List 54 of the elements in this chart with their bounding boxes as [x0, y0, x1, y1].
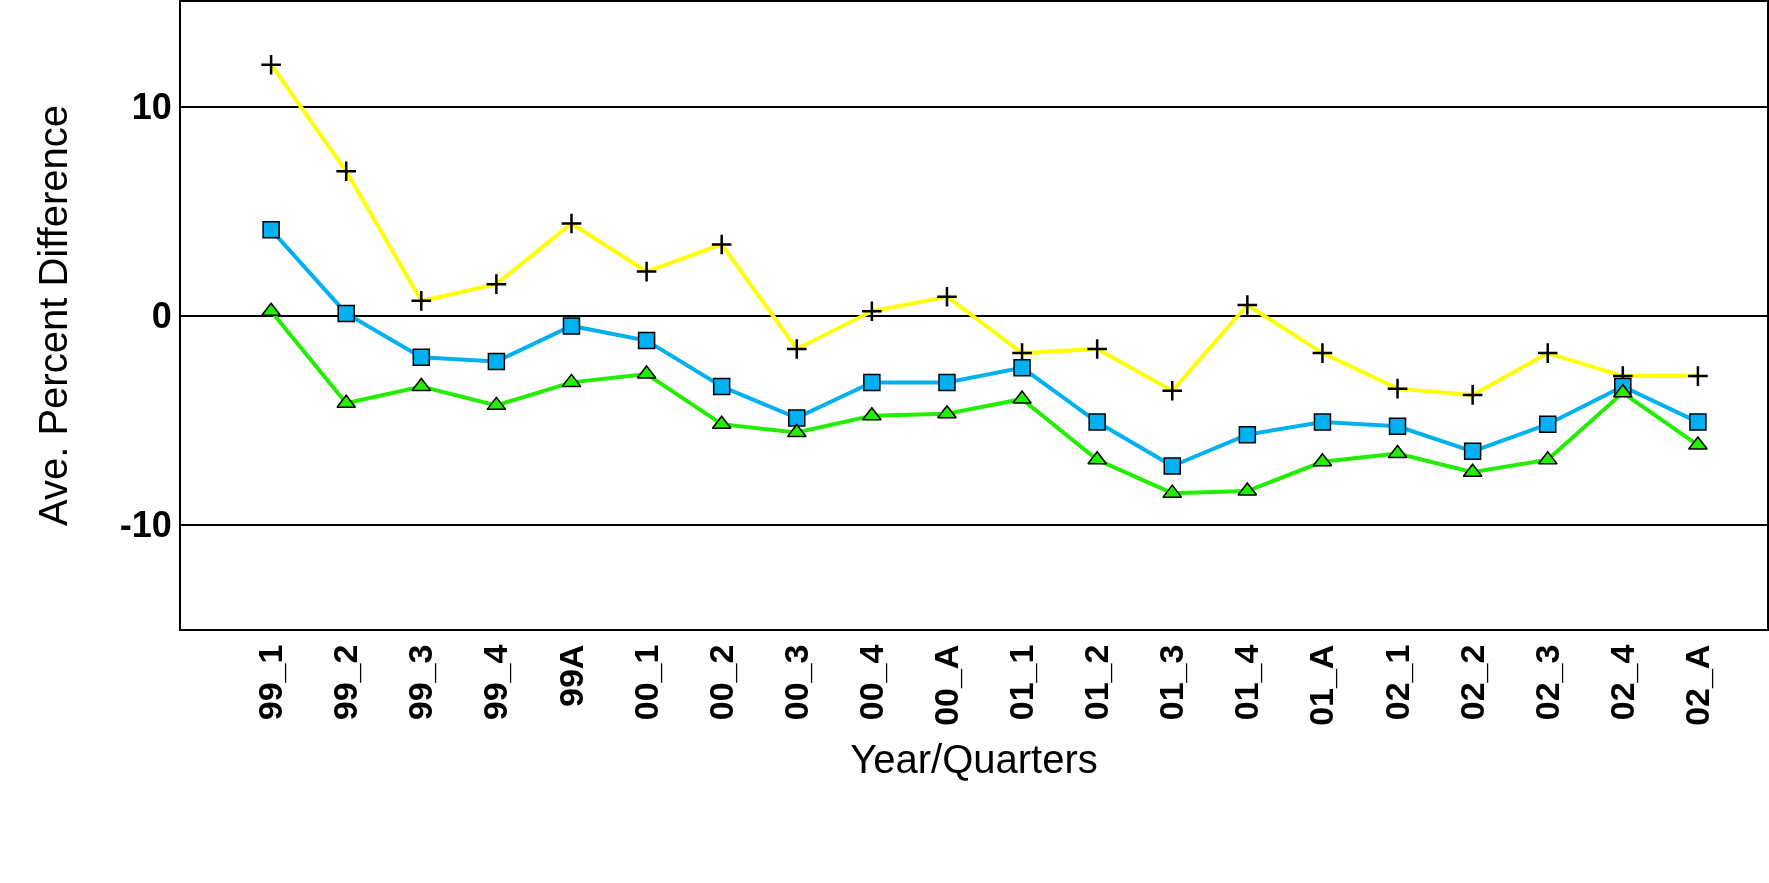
point [1387, 444, 1408, 459]
point [562, 317, 581, 335]
x-tick-label: 01_3 [1152, 644, 1191, 721]
point [1088, 413, 1106, 431]
point [561, 373, 582, 388]
point [712, 377, 731, 396]
x-tick-label: 00_A [927, 644, 966, 726]
point [637, 331, 656, 350]
point [1388, 417, 1407, 436]
point [262, 221, 280, 239]
point [1238, 425, 1257, 444]
point [486, 396, 507, 411]
point [1087, 450, 1108, 465]
x-tick-label: 02_2 [1452, 644, 1491, 721]
x-tick-label: 00_3 [776, 644, 815, 721]
x-tick-label: 02_4 [1602, 644, 1641, 721]
point [863, 373, 881, 392]
point [336, 394, 357, 409]
x-tick-label: 02_1 [1377, 644, 1416, 721]
point [411, 377, 432, 392]
point [1537, 450, 1558, 465]
point [412, 348, 431, 367]
x-tick-label: 01_4 [1227, 644, 1266, 721]
x-tick-label: 99_2 [326, 644, 365, 721]
x-tick-label: 99_1 [251, 644, 290, 721]
x-tick-label: 99_3 [401, 644, 440, 721]
point [788, 409, 806, 427]
point [786, 423, 807, 438]
x-tick-label: 01_A [1302, 644, 1341, 726]
x-tick-label: 00_2 [701, 644, 740, 721]
x-tick-label: 01_1 [1002, 644, 1041, 721]
x-tick-label: 00_1 [626, 644, 665, 721]
point [936, 404, 957, 419]
point [1538, 415, 1557, 433]
y-tick-label: 10 [131, 86, 172, 128]
point [1013, 359, 1031, 377]
y-tick-label: -10 [119, 504, 172, 546]
point [261, 302, 282, 317]
x-tick-label: 00_4 [851, 644, 890, 721]
point [1689, 413, 1707, 431]
x-tick-label: 02_A [1677, 644, 1716, 726]
point [1163, 457, 1181, 475]
point [938, 373, 956, 392]
x-tick-label: 99A [551, 644, 590, 707]
x-tick-label: 02_3 [1527, 644, 1566, 721]
point [337, 304, 355, 323]
y-tick-label: 0 [151, 295, 172, 337]
point [1313, 413, 1332, 431]
point [1463, 442, 1482, 461]
point [487, 352, 506, 371]
x-tick-label: 99_4 [476, 644, 515, 721]
y-axis-title: Ave. Percent Difference [30, 105, 75, 526]
x-tick-label: 01_2 [1077, 644, 1116, 721]
x-axis-title: Year/Quarters [850, 736, 1098, 781]
